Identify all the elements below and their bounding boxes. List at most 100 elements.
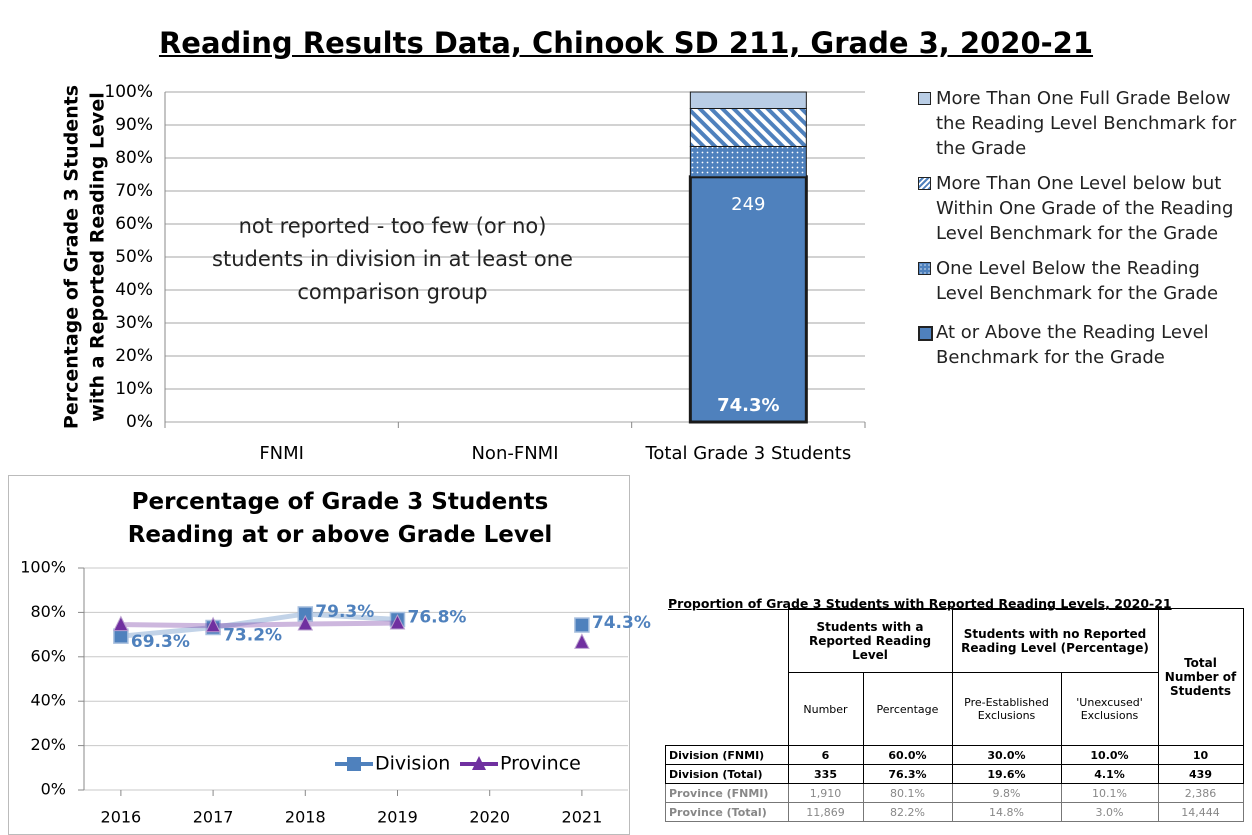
empty-cell [666, 609, 789, 673]
y-tick-label: 90% [115, 115, 153, 135]
table-cell: 4.1% [1060, 764, 1159, 784]
table-cell: Province (FNMI) [665, 783, 789, 803]
table-cell: 1,910 [787, 783, 864, 803]
header-cell: Pre-Established Exclusions [951, 672, 1062, 746]
x-tick-label: FNMI [259, 443, 304, 464]
legend-label: More Than One Full Grade Below the Readi… [936, 88, 1237, 159]
bar-segment [689, 145, 807, 178]
chart-title: Reading Results Data, Chinook SD 211, Gr… [158, 26, 1094, 60]
y-tick-label: 40% [115, 280, 153, 300]
table-cell: 80.1% [862, 783, 953, 803]
table-cell: 82.2% [862, 802, 953, 822]
chart-title: Percentage of Grade 3 Students Reading a… [127, 489, 553, 548]
table-cell: Province (Total) [665, 802, 789, 822]
marker [389, 613, 406, 630]
y-tick-label: 0% [41, 780, 66, 799]
data-label: 79.3% [315, 602, 374, 622]
x-tick-label: 2019 [377, 808, 418, 827]
marker [205, 616, 221, 633]
y-tick-label: 10% [115, 379, 153, 399]
table-cell: 30.0% [951, 745, 1062, 765]
table-cell: 439 [1157, 764, 1244, 784]
annotation: not reported - too few (or no) students … [212, 214, 573, 304]
marker [113, 628, 129, 644]
table-cell: 9.8% [951, 783, 1062, 803]
legend-swatch [918, 177, 931, 190]
x-tick-label: 2016 [101, 808, 142, 827]
legend-swatch [918, 92, 931, 105]
y-tick-label: 0% [126, 412, 153, 432]
table-cell: Division (Total) [665, 764, 789, 784]
table-cell: 3.0% [1060, 802, 1159, 822]
legend-item: More Than One Full Grade Below the Readi… [918, 86, 1248, 161]
legend-item: At or Above the Reading Level Benchmark … [918, 320, 1248, 370]
marker [297, 614, 314, 631]
header-cell: Number [787, 672, 864, 746]
header-cell: Students with no Reported Reading Level … [951, 608, 1159, 673]
table-cell: 14,444 [1157, 802, 1244, 822]
table-cell: 335 [787, 764, 864, 784]
x-tick-label: Non-FNMI [471, 443, 558, 464]
marker [113, 615, 129, 632]
table-cell: 6 [787, 745, 864, 765]
legend-label: Division [375, 753, 450, 775]
x-tick-label: 2017 [193, 808, 234, 827]
legend-item: One Level Below the Reading Level Benchm… [918, 256, 1248, 306]
header-cell: 'Unexcused' Exclusions [1060, 672, 1159, 746]
y-tick-label: 70% [115, 181, 153, 201]
legend-label: More Than One Level below but Within One… [936, 173, 1234, 244]
y-tick-label: 60% [30, 646, 66, 665]
table-title: Proportion of Grade 3 Students with Repo… [668, 596, 1172, 611]
y-tick-label: 80% [115, 148, 153, 168]
table-cell: Division (FNMI) [665, 745, 789, 765]
count-label: 249 [731, 194, 765, 215]
bar-segment [689, 91, 807, 109]
legend-swatch [918, 262, 931, 275]
bar-segment [688, 175, 808, 424]
table-row: Province (FNMI) 1,910 80.1% 9.8% 10.1% 2,386 [665, 783, 1244, 803]
y-tick-label: 30% [115, 313, 153, 333]
table-cell: 2,386 [1157, 783, 1244, 803]
legend-label: One Level Below the Reading Level Benchm… [936, 258, 1219, 304]
data-label: 74.3% [717, 395, 779, 416]
header-cell: Percentage [862, 672, 953, 746]
table-cell: 11,869 [787, 802, 864, 822]
legend-label: At or Above the Reading Level Benchmark … [936, 322, 1209, 368]
legend-item: More Than One Level below but Within One… [918, 171, 1248, 246]
y-tick-label: 20% [115, 346, 153, 366]
table-cell: 76.3% [862, 764, 953, 784]
table-cell: 60.0% [862, 745, 953, 765]
table-cell: 19.6% [951, 764, 1062, 784]
legend-swatch [918, 326, 933, 341]
data-label: 69.3% [131, 632, 190, 652]
empty-cell [666, 673, 789, 746]
data-label: 74.3% [592, 613, 651, 633]
y-axis-label: Percentage of Grade 3 Students [61, 85, 83, 429]
table: Students with a Reported Reading Level S… [665, 608, 1244, 822]
legend: More Than One Full Grade Below the Readi… [918, 86, 1248, 380]
x-tick-label: 2020 [469, 808, 510, 827]
table-cell: 10.0% [1060, 745, 1159, 765]
y-axis-label: with a Reported Reading Level [87, 92, 109, 421]
data-label: 76.8% [407, 608, 466, 628]
marker [574, 633, 590, 649]
y-tick-label: 100% [20, 558, 66, 577]
table-row: Province (Total) 11,869 82.2% 14.8% 3.0% 14,4… [665, 802, 1244, 822]
y-tick-label: 100% [104, 82, 153, 102]
y-tick-label: 60% [115, 214, 153, 234]
legend-marker [347, 757, 361, 771]
table-cell: 10 [1157, 745, 1244, 765]
legend-label: Province [500, 753, 581, 775]
x-tick-label: 2018 [285, 808, 326, 827]
header-cell: Students with a Reported Reading Level [787, 608, 953, 673]
y-tick-label: 50% [115, 247, 153, 267]
header-cell: Total Number of Students [1157, 608, 1244, 746]
y-tick-label: 40% [30, 691, 66, 710]
series-line [121, 623, 582, 642]
legend-marker [472, 756, 486, 770]
x-tick-label: 2021 [562, 808, 603, 827]
table-row: Division (Total) 335 76.3% 19.6% 4.1% 439 [665, 764, 1244, 784]
bar-segment [689, 108, 807, 147]
